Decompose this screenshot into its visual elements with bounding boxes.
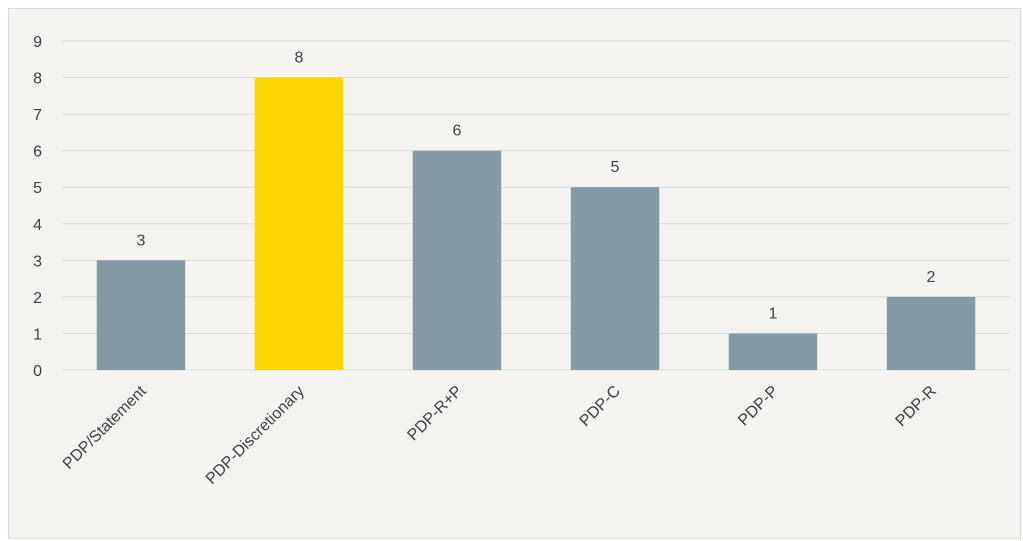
y-tick-label: 0 [33,363,42,380]
y-tick-label: 7 [33,107,42,124]
x-axis-tick-labels: PDP/Statement PDP-Discretionary PDP-R+P PDP… [60,382,940,487]
bar [570,187,660,370]
x-tick-label: PDP-R [893,383,940,430]
bar-data-label: 5 [611,159,620,176]
bars [96,77,976,371]
bar-data-label: 6 [453,123,462,140]
bar [254,77,344,371]
x-tick-label: PDP-Discretionary [203,383,308,488]
y-tick-label: 2 [33,290,42,307]
bar-data-label: 8 [295,50,304,67]
y-tick-label: 3 [33,253,42,270]
bar-data-label: 2 [927,269,936,286]
data-labels: 3 8 6 5 1 2 [137,50,936,323]
x-tick-label: PDP-C [577,383,624,430]
bar [886,296,976,370]
x-tick-label: PDP-R+P [404,383,465,444]
bar-data-label: 3 [137,232,146,249]
y-tick-label: 8 [33,71,42,88]
y-axis-tick-labels: 0 1 2 3 4 5 6 7 8 9 [33,34,42,380]
y-tick-label: 6 [33,144,42,161]
bar [728,333,818,370]
y-tick-label: 5 [33,180,42,197]
x-tick-label: PDP/Statement [60,382,150,472]
bar-data-label: 1 [769,305,778,322]
y-tick-label: 9 [33,34,42,51]
y-tick-label: 4 [33,217,42,234]
bar [412,150,502,370]
x-tick-label: PDP-P [735,383,782,430]
bar [96,260,186,370]
gridlines [62,40,1010,371]
y-tick-label: 1 [33,326,42,343]
